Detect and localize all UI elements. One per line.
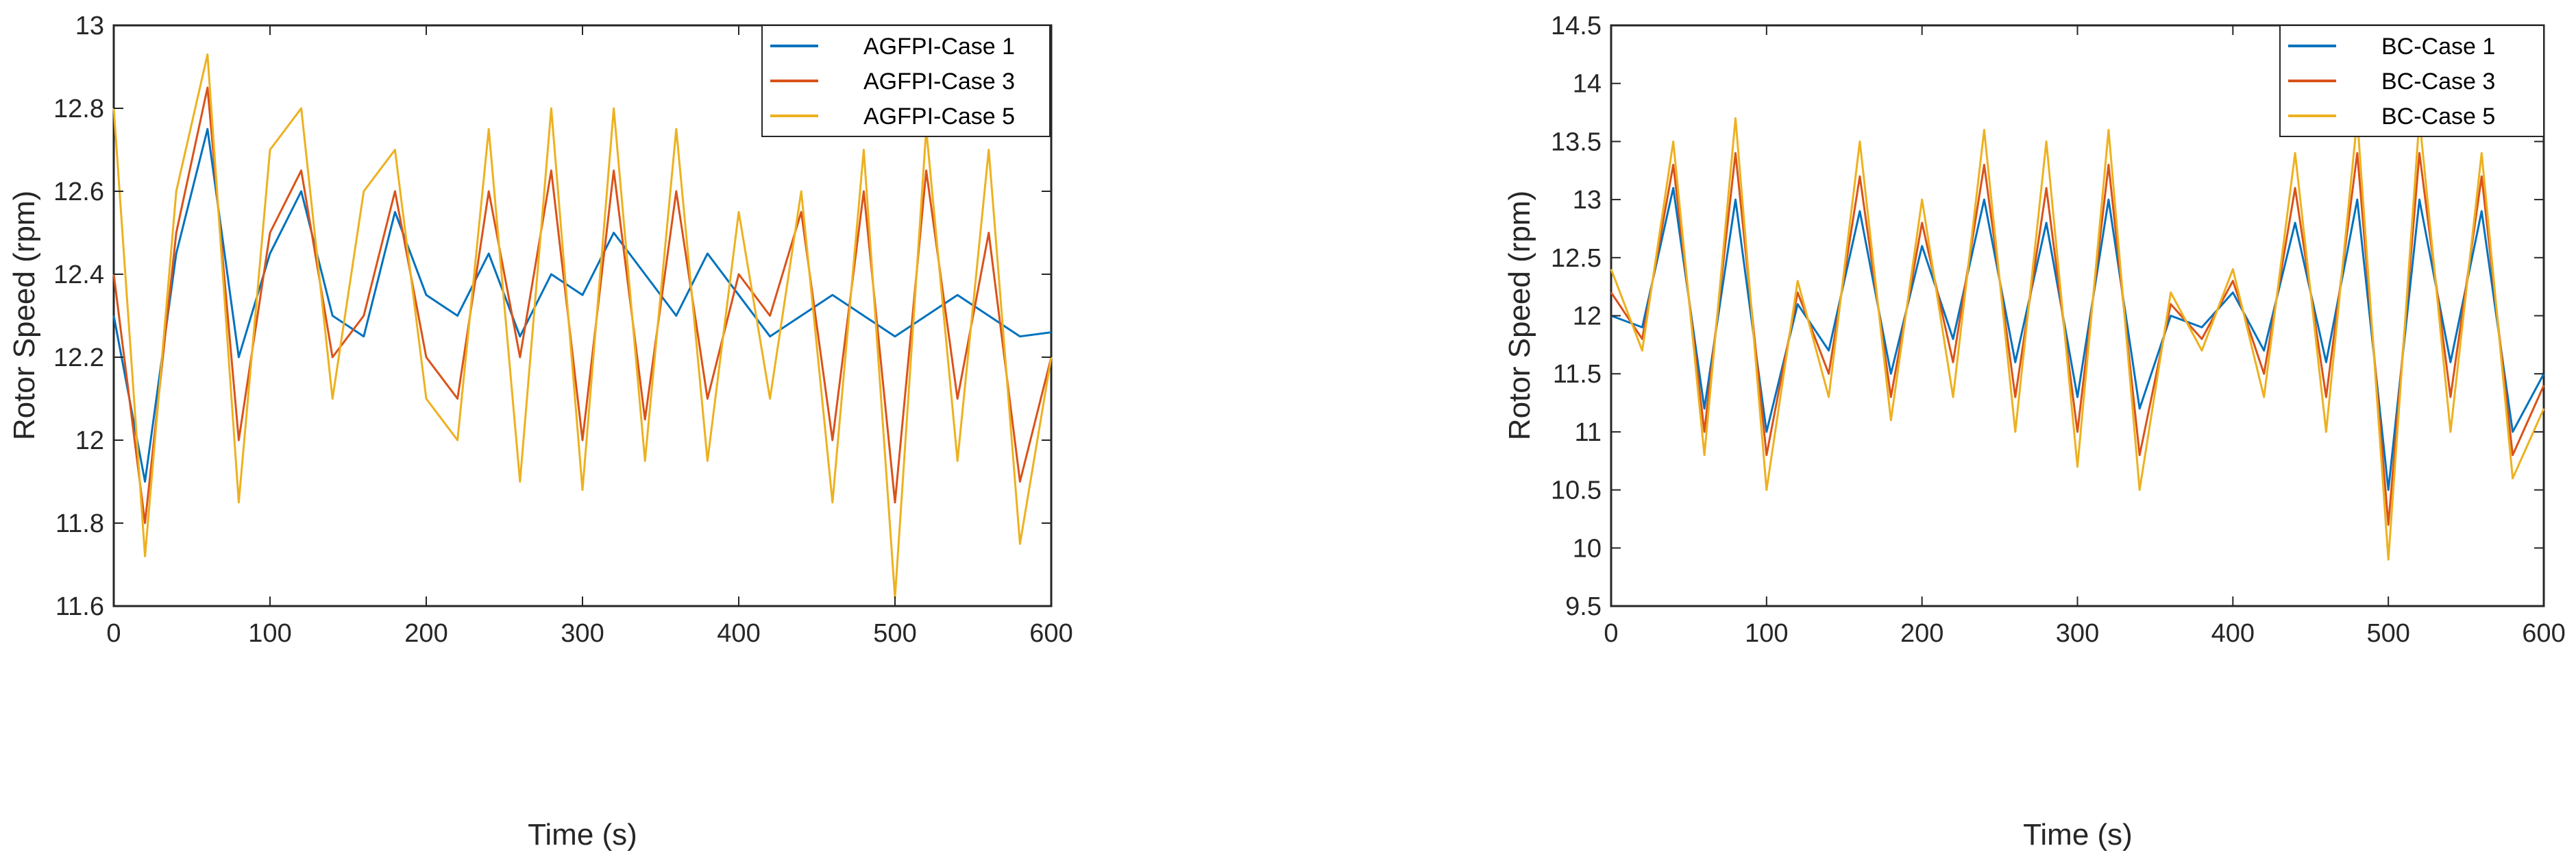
legend-label-case-3: BC-Case 3 xyxy=(2381,69,2495,95)
legend-label-case-1: BC-Case 1 xyxy=(2381,34,2495,60)
y-tick-label: 13 xyxy=(75,12,104,40)
x-tick-label: 200 xyxy=(404,619,447,648)
y-tick-label: 14.5 xyxy=(1551,12,1602,40)
x-tick-label: 500 xyxy=(2366,619,2409,648)
series-line-1 xyxy=(1610,186,2545,492)
y-tick-label: 13 xyxy=(1573,186,1602,215)
y-tick-label: 12.6 xyxy=(53,178,104,206)
y-tick-label: 12 xyxy=(1573,302,1602,331)
y-axis-label: Rotor Speed (rpm) xyxy=(8,191,41,440)
y-tick-label: 14 xyxy=(1573,70,1602,99)
series-line-1 xyxy=(112,128,1052,483)
y-axis-label: Rotor Speed (rpm) xyxy=(1503,191,1536,440)
y-tick-label: 10 xyxy=(1573,534,1602,563)
legend: BC-Case 1 BC-Case 3 BC-Case 5 xyxy=(2279,25,2544,137)
x-tick-label: 100 xyxy=(248,619,291,648)
x-axis-label: Time (s) xyxy=(528,818,637,852)
x-tick-label: 0 xyxy=(1604,619,1618,648)
x-tick-label: 200 xyxy=(1900,619,1943,648)
y-tick-label: 11 xyxy=(1575,418,1602,447)
legend-label-case-1: AGFPI-Case 1 xyxy=(863,34,1015,60)
x-tick-label: 400 xyxy=(717,619,760,648)
legend-label-case-5: AGFPI-Case 5 xyxy=(863,104,1015,130)
y-tick-label: 12.2 xyxy=(53,343,104,372)
legend: AGFPI-Case 1 AGFPI-Case 3 AGFPI-Case 5 xyxy=(761,25,1051,137)
y-tick-label: 10.5 xyxy=(1551,476,1602,505)
y-tick-label: 12.8 xyxy=(53,95,104,123)
chart-bc: 0 100 200 300 400 500 600 9.5 10 10.5 11 11.5 12 12.5… xyxy=(1503,12,2566,852)
x-tick-label: 300 xyxy=(2056,619,2099,648)
legend-label-case-3: AGFPI-Case 3 xyxy=(863,69,1015,95)
chart-agfpi: 0 100 200 300 400 500 600 11.6 11.8 12 12.2 12.4 12.… xyxy=(8,12,1073,852)
x-tick-label: 0 xyxy=(106,619,121,648)
y-tick-label: 12.5 xyxy=(1551,244,1602,273)
y-tick-label: 11.8 xyxy=(56,509,104,538)
legend-label-case-5: BC-Case 5 xyxy=(2381,104,2495,130)
x-tick-label: 400 xyxy=(2211,619,2255,648)
tick-layer: 0 100 200 300 400 500 600 11.6 11.8 12 12.2 12.4 12.… xyxy=(53,12,1073,648)
y-tick-label: 12.4 xyxy=(53,261,104,289)
x-tick-label: 500 xyxy=(873,619,916,648)
y-tick-label: 13.5 xyxy=(1551,128,1602,156)
x-tick-label: 600 xyxy=(1029,619,1072,648)
series-line-2 xyxy=(112,86,1053,524)
x-tick-label: 300 xyxy=(561,619,604,648)
series-line-2 xyxy=(1610,152,2545,526)
y-tick-label: 12 xyxy=(75,426,104,455)
series-line-3 xyxy=(1610,117,2545,561)
y-tick-label: 11.6 xyxy=(56,592,104,621)
tick-layer: 0 100 200 300 400 500 600 9.5 10 10.5 11 11.5 12 12.5… xyxy=(1551,12,2566,648)
x-tick-label: 600 xyxy=(2522,619,2565,648)
y-tick-label: 9.5 xyxy=(1565,592,1602,621)
series-layer xyxy=(1610,117,2545,561)
x-axis-label: Time (s) xyxy=(2023,818,2133,852)
y-tick-label: 11.5 xyxy=(1553,360,1602,389)
x-tick-label: 100 xyxy=(1745,619,1788,648)
